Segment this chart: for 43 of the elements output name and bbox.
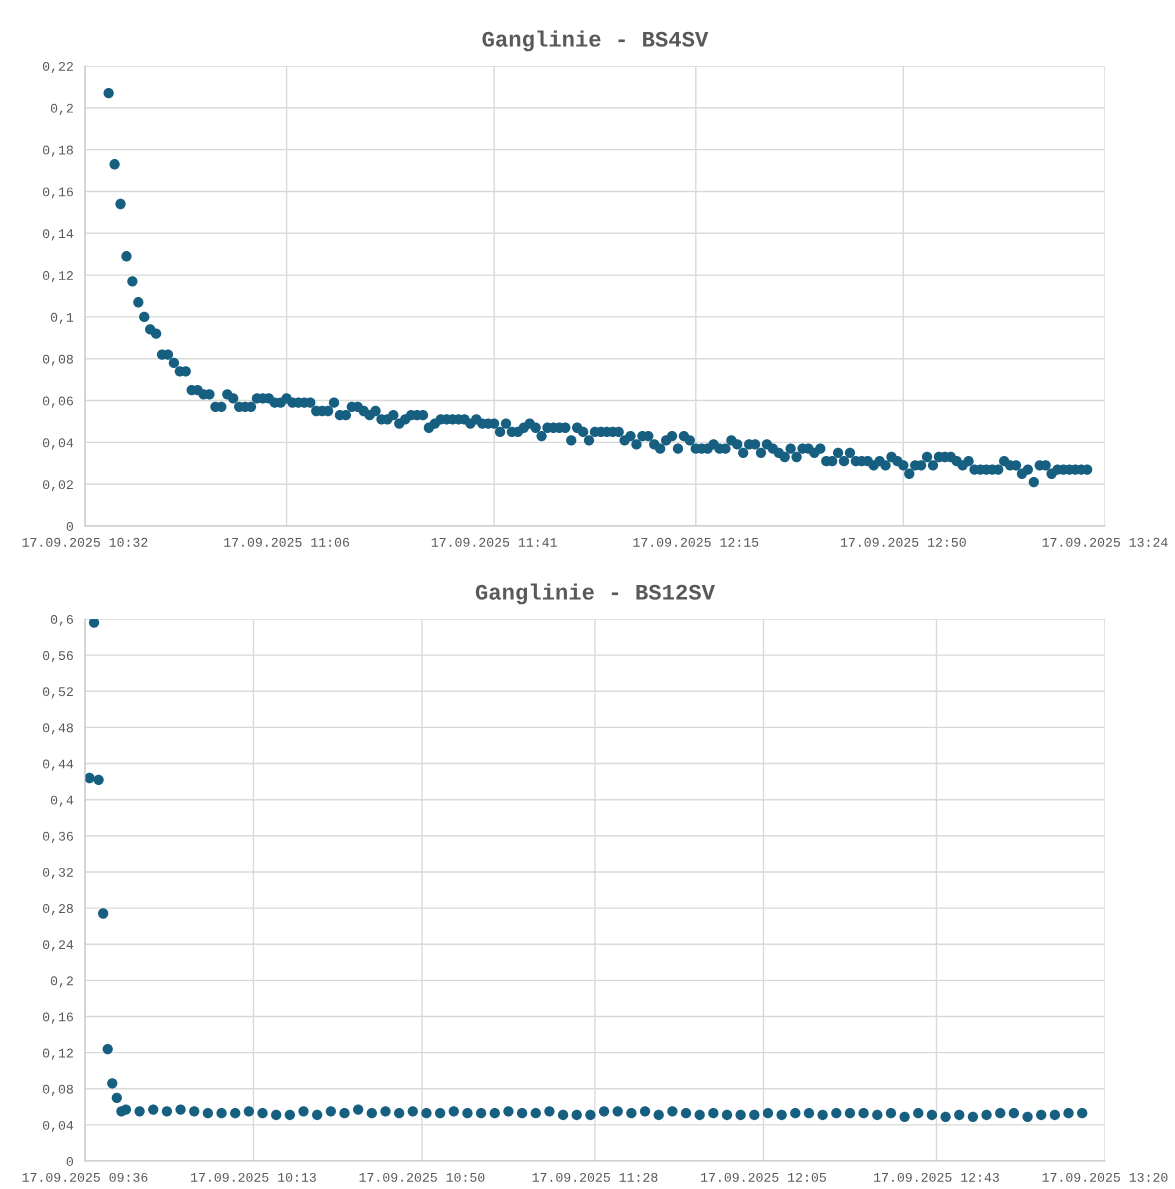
- y-tick-label: 0,16: [42, 1012, 73, 1024]
- y-tick-label: 0,4: [50, 795, 74, 807]
- chart-title: Ganglinie - BS12SV: [475, 583, 715, 605]
- y-tick-label: 0,36: [42, 831, 73, 843]
- x-tick-label: 17.09.2025 11:28: [532, 1172, 658, 1182]
- y-tick-label: 0,08: [42, 354, 73, 366]
- y-tick-label: 0,24: [42, 940, 74, 952]
- y-tick-label: 0: [66, 1157, 74, 1166]
- y-tick-label: 0,2: [50, 103, 73, 115]
- y-tick-label: 0,06: [42, 396, 73, 408]
- y-tick-label: 0,12: [42, 1048, 73, 1060]
- x-tick-label: 17.09.2025 12:15: [633, 537, 759, 547]
- y-tick-label: 0,14: [42, 229, 74, 241]
- y-tick-label: 0,2: [50, 976, 73, 988]
- y-tick-label: 0,28: [42, 904, 73, 916]
- x-tick-label: 17.09.2025 10:50: [359, 1172, 485, 1182]
- y-tick-label: 0,04: [42, 1120, 74, 1133]
- y-tick-label: 0,18: [42, 145, 73, 157]
- x-tick-label: 17.09.2025 10:13: [191, 1172, 316, 1182]
- x-tick-label: 17.09.2025 12:43: [874, 1172, 999, 1182]
- chart-title: Ganglinie - BS4SV: [482, 30, 709, 52]
- x-tick-label: 17.09.2025 12:50: [840, 537, 966, 547]
- y-tick-label: 0,04: [42, 438, 74, 450]
- y-tick-label: 0,08: [42, 1084, 73, 1096]
- x-tick-label: 17.09.2025 11:06: [224, 537, 350, 547]
- y-tick-label: 0,48: [42, 723, 73, 735]
- y-tick-label: 0,16: [42, 187, 73, 199]
- y-tick-label: 0,6: [50, 614, 73, 627]
- x-tick-label: 17.09.2025 13:20: [1042, 1172, 1168, 1182]
- y-tick-label: 0,22: [42, 61, 73, 74]
- y-tick-label: 0: [66, 521, 74, 531]
- x-tick-label: 17.09.2025 12:05: [701, 1172, 826, 1182]
- x-tick-label: 17.09.2025 13:24: [1042, 537, 1168, 547]
- y-tick-label: 0,02: [42, 480, 73, 492]
- x-tick-label: 17.09.2025 09:36: [22, 1172, 148, 1182]
- y-tick-label: 0,52: [42, 687, 73, 699]
- x-tick-label: 17.09.2025 10:32: [22, 537, 148, 547]
- y-tick-label: 0,1: [50, 312, 74, 325]
- y-tick-label: 0,12: [42, 271, 73, 283]
- y-tick-label: 0,44: [42, 759, 74, 771]
- y-tick-label: 0,56: [42, 651, 73, 663]
- x-tick-label: 17.09.2025 11:41: [431, 537, 557, 547]
- y-tick-label: 0,32: [42, 867, 73, 880]
